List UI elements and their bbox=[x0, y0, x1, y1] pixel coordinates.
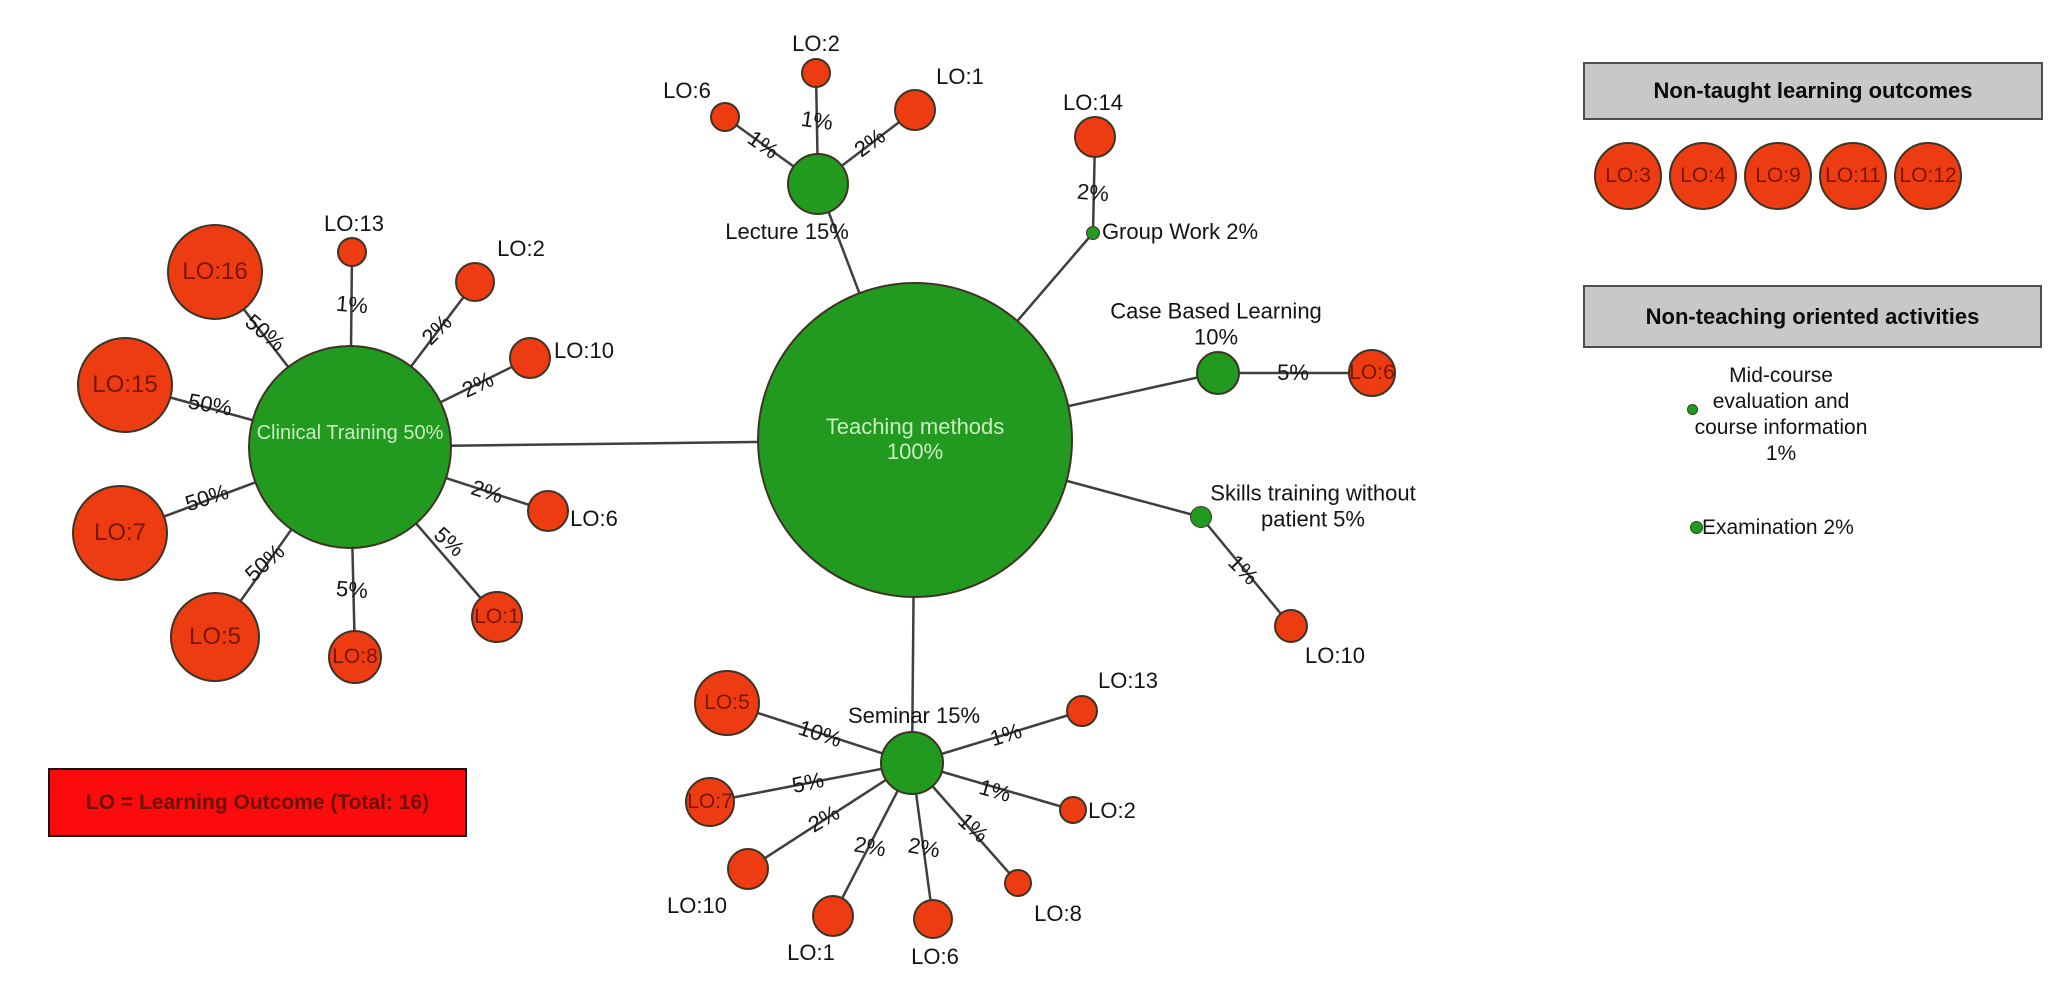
link-seminar-lo7-seminar bbox=[709, 761, 913, 804]
label-lo8-clinical: LO:8 bbox=[332, 645, 378, 669]
node-lo15-clinical: LO:15 bbox=[77, 337, 173, 433]
footnote-box: LO = Learning Outcome (Total: 16) bbox=[48, 768, 467, 837]
node-legend-lo11: LO:11 bbox=[1819, 142, 1887, 210]
label-legend-lo3: LO:3 bbox=[1605, 164, 1651, 188]
node-lo10-clinical bbox=[509, 337, 551, 379]
node-legend-lo3: LO:3 bbox=[1594, 142, 1662, 210]
link-label-seminar-lo6-seminar: 2% bbox=[906, 832, 942, 863]
link-label-clinical-training-lo8-clinical: 5% bbox=[335, 575, 369, 604]
node-lo1-clinical: LO:1 bbox=[471, 591, 523, 643]
node-legend-lo9: LO:9 bbox=[1744, 142, 1812, 210]
label-lo2-clinical: LO:2 bbox=[497, 235, 545, 261]
link-skills-training-lo10-skills bbox=[1200, 516, 1292, 627]
node-lo6-case-based: LO:6 bbox=[1348, 349, 1396, 397]
mid-course-label: Mid-course evaluation and course informa… bbox=[1694, 364, 1868, 465]
label-lo1-seminar: LO:1 bbox=[787, 939, 835, 965]
label-lo14-group-work: LO:14 bbox=[1063, 89, 1123, 115]
node-lecture bbox=[787, 153, 849, 215]
label-lo6-seminar: LO:6 bbox=[911, 943, 959, 969]
node-teaching-methods: Teaching methods 100% bbox=[757, 282, 1073, 598]
node-lo8-seminar bbox=[1004, 869, 1032, 897]
node-lo6-lecture bbox=[710, 102, 740, 132]
legend-non-teaching-title: Non-teaching oriented activities bbox=[1645, 303, 1980, 329]
label-lo13-clinical: LO:13 bbox=[324, 210, 384, 236]
label-seminar: Seminar 15% bbox=[847, 702, 981, 728]
label-clinical-training: Clinical Training 50% bbox=[256, 421, 444, 444]
node-lo2-lecture bbox=[801, 58, 831, 88]
node-lo7-seminar: LO:7 bbox=[685, 777, 735, 827]
label-lo2-lecture: LO:2 bbox=[792, 30, 840, 56]
link-label-clinical-training-lo13-clinical: 1% bbox=[335, 290, 369, 319]
label-lo2-seminar: LO:2 bbox=[1088, 797, 1136, 823]
legend-non-taught-title: Non-taught learning outcomes bbox=[1653, 78, 1973, 103]
node-lo1-lecture bbox=[894, 89, 936, 131]
label-lo10-skills: LO:10 bbox=[1305, 642, 1365, 668]
label-legend-lo12: LO:12 bbox=[1899, 164, 1957, 188]
label-lo15-clinical: LO:15 bbox=[92, 370, 158, 398]
node-lo5-seminar: LO:5 bbox=[694, 670, 760, 736]
node-lo7-clinical: LO:7 bbox=[72, 485, 168, 581]
node-skills-training bbox=[1190, 506, 1212, 528]
node-group-work bbox=[1086, 226, 1100, 240]
label-lo8-seminar: LO:8 bbox=[1034, 900, 1082, 926]
label-lo5-seminar: LO:5 bbox=[704, 691, 750, 715]
link-label-seminar-lo1-seminar: 2% bbox=[852, 831, 888, 862]
node-lo13-seminar bbox=[1066, 695, 1098, 727]
link-label-group-work-lo14-group-work: 2% bbox=[1076, 178, 1110, 207]
legend-non-teaching-header: Non-teaching oriented activities bbox=[1583, 285, 2042, 348]
examination-label: Examination 2% bbox=[1702, 516, 1854, 539]
label-lo13-seminar: LO:13 bbox=[1098, 667, 1158, 693]
label-lo16-clinical: LO:16 bbox=[182, 257, 248, 285]
label-legend-lo4: LO:4 bbox=[1680, 164, 1726, 188]
legend-non-taught-header: Non-taught learning outcomes bbox=[1583, 62, 2043, 120]
node-lo16-clinical: LO:16 bbox=[167, 224, 263, 320]
label-lo1-clinical: LO:1 bbox=[474, 605, 520, 629]
node-lo13-clinical bbox=[337, 237, 367, 267]
node-lo1-seminar bbox=[812, 895, 854, 937]
node-legend-lo12: LO:12 bbox=[1894, 142, 1962, 210]
node-lo10-seminar bbox=[727, 848, 769, 890]
label-lo7-seminar: LO:7 bbox=[687, 790, 733, 814]
mid-course-dot-icon bbox=[1687, 404, 1698, 415]
examination-dot-icon bbox=[1690, 521, 1703, 534]
node-lo5-clinical: LO:5 bbox=[170, 592, 260, 682]
node-clinical-training: Clinical Training 50% bbox=[248, 345, 452, 549]
node-lo2-seminar bbox=[1059, 796, 1087, 824]
node-legend-lo4: LO:4 bbox=[1669, 142, 1737, 210]
link-label-lecture-lo2-lecture: 1% bbox=[799, 105, 835, 136]
label-lo6-case-based: LO:6 bbox=[1349, 361, 1395, 385]
label-legend-lo9: LO:9 bbox=[1755, 164, 1801, 188]
label-lo1-lecture: LO:1 bbox=[936, 63, 984, 89]
label-group-work: Group Work 2% bbox=[1101, 218, 1259, 244]
node-lo8-clinical: LO:8 bbox=[328, 630, 382, 684]
node-case-based-learning bbox=[1196, 351, 1240, 395]
label-lo6-clinical: LO:6 bbox=[570, 505, 618, 531]
label-lo6-lecture: LO:6 bbox=[663, 77, 711, 103]
node-lo10-skills bbox=[1274, 609, 1308, 643]
node-lo6-seminar bbox=[913, 899, 953, 939]
label-lo5-clinical: LO:5 bbox=[188, 622, 242, 650]
node-seminar bbox=[880, 731, 944, 795]
label-lecture: Lecture 15% bbox=[725, 218, 849, 244]
label-lo10-seminar: LO:10 bbox=[667, 892, 727, 918]
label-teaching-methods: Teaching methods 100% bbox=[825, 414, 1005, 464]
node-lo14-group-work bbox=[1074, 116, 1116, 158]
node-lo6-clinical bbox=[527, 490, 569, 532]
label-lo10-clinical: LO:10 bbox=[554, 337, 614, 363]
link-label-case-based-learning-lo6-case-based: 5% bbox=[1277, 360, 1309, 385]
label-case-based-learning: Case Based Learning 10% bbox=[1110, 298, 1322, 350]
footnote-text: LO = Learning Outcome (Total: 16) bbox=[85, 790, 430, 814]
label-skills-training: Skills training without patient 5% bbox=[1210, 480, 1416, 532]
node-lo2-clinical bbox=[455, 262, 495, 302]
label-lo7-clinical: LO:7 bbox=[93, 518, 147, 546]
label-legend-lo11: LO:11 bbox=[1825, 164, 1881, 188]
